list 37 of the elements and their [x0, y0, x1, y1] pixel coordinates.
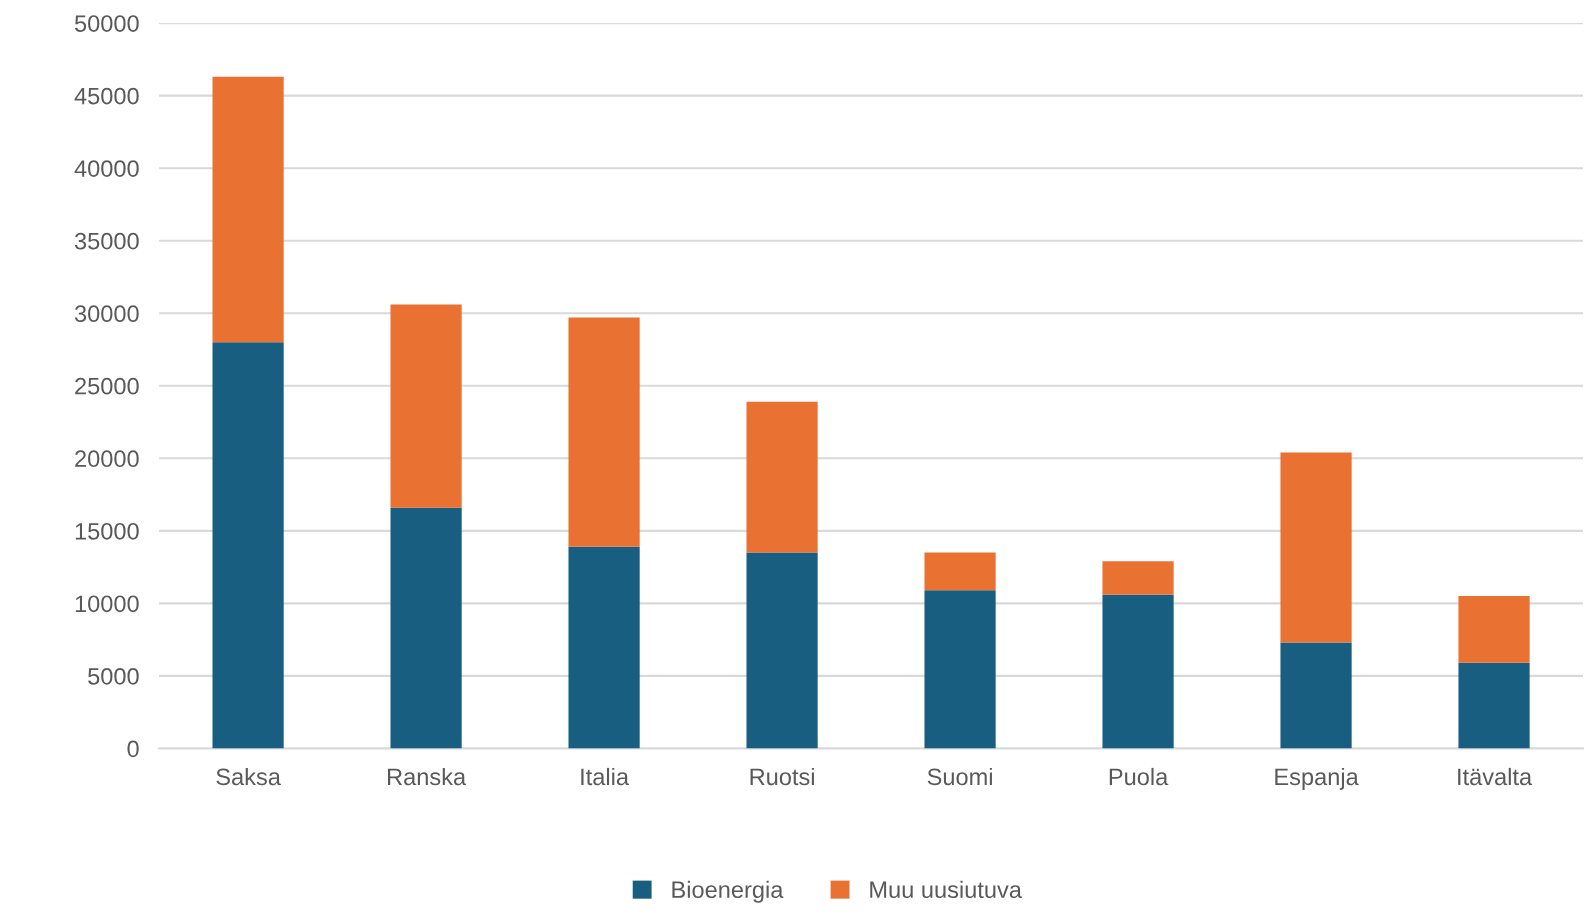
bar [1280, 642, 1352, 749]
bar [1102, 561, 1174, 595]
bar [1458, 596, 1530, 663]
bar [746, 401, 818, 553]
x-tick-label: Suomi [927, 767, 992, 786]
x-tick-label: Puola [1109, 767, 1169, 786]
bar [212, 76, 284, 343]
bar [1458, 662, 1530, 749]
y-tick-label: 20000 [75, 450, 139, 468]
x-tick-label: Italia [581, 767, 630, 786]
y-tick-label: 25000 [75, 377, 139, 395]
y-tick-label: 45000 [74, 87, 139, 105]
x-tick-label: Ruotsi [750, 767, 814, 786]
y-tick-label: 30000 [74, 305, 139, 323]
y-tick-label: 50000 [74, 15, 139, 32]
legend-label: Bioenergia [672, 880, 784, 903]
bar [390, 304, 462, 508]
x-tick-label: Itävalta [1458, 767, 1533, 786]
y-tick-label: 10000 [75, 595, 139, 613]
bar [568, 317, 640, 547]
bar [924, 552, 996, 591]
y-tick-label: 15000 [75, 522, 139, 540]
bar [924, 590, 996, 749]
x-tick-label: Ranska [388, 767, 467, 786]
x-tick-label: Espanja [1275, 767, 1359, 790]
bar [1102, 594, 1174, 749]
bar [1280, 452, 1352, 643]
y-tick-label: 35000 [74, 232, 139, 250]
legend-label: Muu uusiutuva [870, 880, 1022, 899]
y-tick-label: 5000 [88, 667, 139, 685]
bar [746, 552, 818, 749]
y-tick-label: 0 [127, 740, 139, 758]
x-tick-label: Saksa [216, 767, 281, 786]
bar [390, 507, 462, 749]
bar [568, 546, 640, 749]
y-tick-label: 40000 [74, 160, 139, 177]
bar [212, 342, 284, 749]
